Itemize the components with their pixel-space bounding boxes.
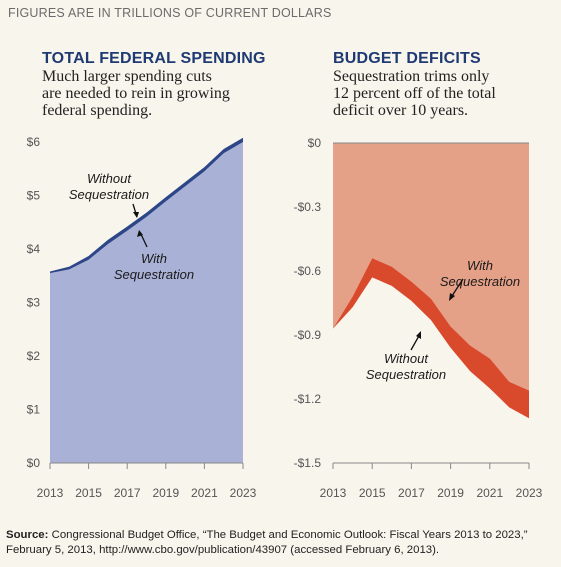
annotation-without-line1: Without — [384, 351, 429, 366]
deficit-x-tick: 2021 — [476, 486, 503, 500]
source-text: Congressional Budget Office, “The Budget… — [6, 529, 528, 556]
deficit-y-tick: -$1.5 — [294, 456, 322, 470]
spending-area — [50, 142, 243, 463]
deficit-without-sequestration-band — [333, 258, 529, 419]
annotation-with-line1: With — [467, 258, 493, 273]
annotation-without-arrowhead — [133, 212, 139, 218]
spending-x-tick: 2017 — [114, 486, 141, 500]
spending-y-tick: $6 — [27, 135, 41, 149]
source-note: Source: Congressional Budget Office, “Th… — [6, 528, 558, 558]
deficit-x-tick: 2015 — [359, 486, 386, 500]
spending-x-tick: 2023 — [230, 486, 257, 500]
spending-y-tick: $0 — [27, 456, 41, 470]
spending-x-tick: 2021 — [191, 486, 218, 500]
annotation-without-line1: Without — [87, 171, 132, 186]
spending-y-tick: $4 — [27, 242, 41, 256]
spending-y-tick: $2 — [27, 349, 41, 363]
spending-x-tick: 2019 — [152, 486, 179, 500]
deficit-chart-title: BUDGET DEFICITS — [333, 50, 481, 67]
deficit-y-tick: $0 — [308, 136, 322, 150]
deficit-y-tick: -$0.9 — [294, 328, 322, 342]
source-label: Source: — [6, 529, 49, 541]
annotation-with-line2: Sequestration — [440, 274, 520, 289]
spending-without-sequestration-band — [50, 137, 243, 274]
annotation-with-arrowhead — [137, 230, 143, 237]
deficit-chart-subtitle: Sequestration trims only 12 percent off … — [333, 68, 496, 119]
deficit-x-tick: 2013 — [320, 486, 347, 500]
spending-y-tick: $1 — [27, 403, 41, 417]
annotation-with-line1: With — [141, 251, 167, 266]
spending-y-tick: $5 — [27, 189, 41, 203]
annotation-without-line2: Sequestration — [366, 367, 446, 382]
deficit-y-tick: -$0.3 — [294, 200, 322, 214]
deficit-y-tick: -$0.6 — [294, 264, 322, 278]
spending-x-tick: 2015 — [75, 486, 102, 500]
deficit-area — [333, 143, 529, 391]
deficit-x-tick: 2023 — [516, 486, 543, 500]
spending-chart-title: TOTAL FEDERAL SPENDING — [42, 50, 266, 67]
spending-x-tick: 2013 — [37, 486, 64, 500]
annotation-without-arrowhead — [416, 331, 421, 339]
units-caption: FIGURES ARE IN TRILLIONS OF CURRENT DOLL… — [8, 6, 332, 20]
annotation-without-line2: Sequestration — [69, 187, 149, 202]
annotation-with-line2: Sequestration — [114, 267, 194, 282]
deficit-x-tick: 2019 — [437, 486, 464, 500]
spending-chart-subtitle: Much larger spending cuts are needed to … — [42, 68, 230, 119]
deficit-x-tick: 2017 — [398, 486, 425, 500]
annotation-with-arrowhead — [449, 293, 455, 301]
spending-y-tick: $3 — [27, 296, 41, 310]
deficit-y-tick: -$1.2 — [294, 392, 322, 406]
